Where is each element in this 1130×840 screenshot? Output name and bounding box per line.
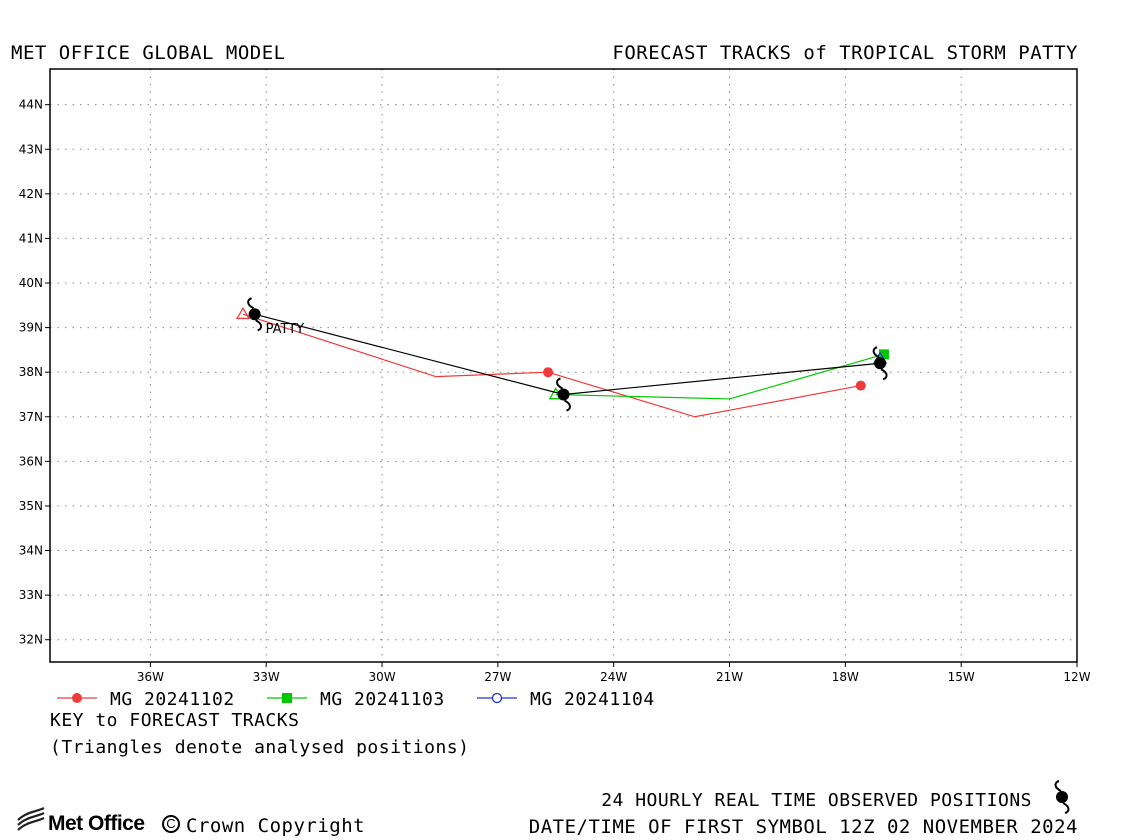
y-tick-label: 37N: [19, 410, 43, 424]
y-tick-label: 34N: [19, 544, 43, 558]
analysed-position-marker: [235, 306, 251, 320]
met-office-logo-text: Met Office: [48, 812, 145, 835]
forecast-point-marker: [855, 380, 866, 391]
grid-lines: [50, 69, 1077, 662]
storm-symbol-icon: [1054, 780, 1070, 814]
y-tick-label: 40N: [19, 276, 43, 290]
x-tick-label: 24W: [600, 670, 627, 684]
legend-marker: [491, 692, 503, 704]
legend-marker: [72, 693, 82, 703]
copyright-symbol-icon: C: [162, 815, 180, 833]
legend-marker: [282, 693, 292, 703]
storm-name-label: PATTY: [266, 322, 305, 337]
y-tick-label: 35N: [19, 499, 43, 513]
y-tick-label: 44N: [19, 98, 43, 112]
met-office-logo-icon: [17, 807, 45, 831]
legend-label-2: MG 20241103: [320, 689, 445, 710]
plot-frame: [49, 68, 1078, 663]
legend-swatches: [57, 692, 517, 704]
observed-storm-position-icon: [556, 377, 571, 412]
observed-positions-label: 24 HOURLY REAL TIME OBSERVED POSITIONS: [601, 790, 1032, 811]
x-tick-label: 15W: [948, 670, 975, 684]
legend-label-3: MG 20241104: [530, 689, 655, 710]
y-tick-label: 36N: [19, 454, 43, 468]
y-tick-label: 43N: [19, 142, 43, 156]
legend-note: (Triangles denote analysed positions): [50, 737, 470, 758]
x-tick-label: 21W: [716, 670, 743, 684]
legend-label-1: MG 20241102: [110, 689, 235, 710]
x-tick-label: 12W: [1063, 670, 1090, 684]
footer-storm-symbol: [1054, 780, 1070, 814]
observed-storm-position-icon: [247, 297, 263, 332]
x-tick-label: 33W: [253, 670, 280, 684]
forecast-point-marker: [878, 349, 889, 360]
first-symbol-datetime: DATE/TIME OF FIRST SYMBOL 12Z 02 NOVEMBE…: [528, 816, 1078, 838]
copyright-text: Crown Copyright: [186, 815, 366, 837]
legend-key-title: KEY to FORECAST TRACKS: [50, 710, 300, 731]
axis-ticks: 36W 33W 30W 27W 24W 21W 18W 15W 12W 44N 43N 42N 41N 4…: [19, 98, 1091, 684]
chart-title: FORECAST TRACKS of TROPICAL STORM PATTY: [612, 42, 1078, 64]
y-tick-label: 42N: [19, 187, 43, 201]
model-title: MET OFFICE GLOBAL MODEL: [11, 42, 286, 64]
x-tick-label: 18W: [832, 670, 859, 684]
forecast-point-marker: [543, 367, 554, 378]
y-tick-label: 33N: [19, 588, 43, 602]
x-tick-label: 30W: [368, 670, 395, 684]
y-tick-label: 39N: [19, 321, 43, 335]
forecast-track-line: [242, 313, 861, 418]
observed-storm-position-icon: [872, 346, 888, 381]
tracks: PATTY: [235, 297, 889, 418]
forecast-track-line: [555, 353, 885, 400]
y-tick-label: 38N: [19, 365, 43, 379]
y-tick-label: 41N: [19, 231, 43, 245]
x-tick-label: 36W: [137, 670, 164, 684]
y-tick-label: 32N: [19, 633, 43, 647]
x-tick-label: 27W: [484, 670, 511, 684]
